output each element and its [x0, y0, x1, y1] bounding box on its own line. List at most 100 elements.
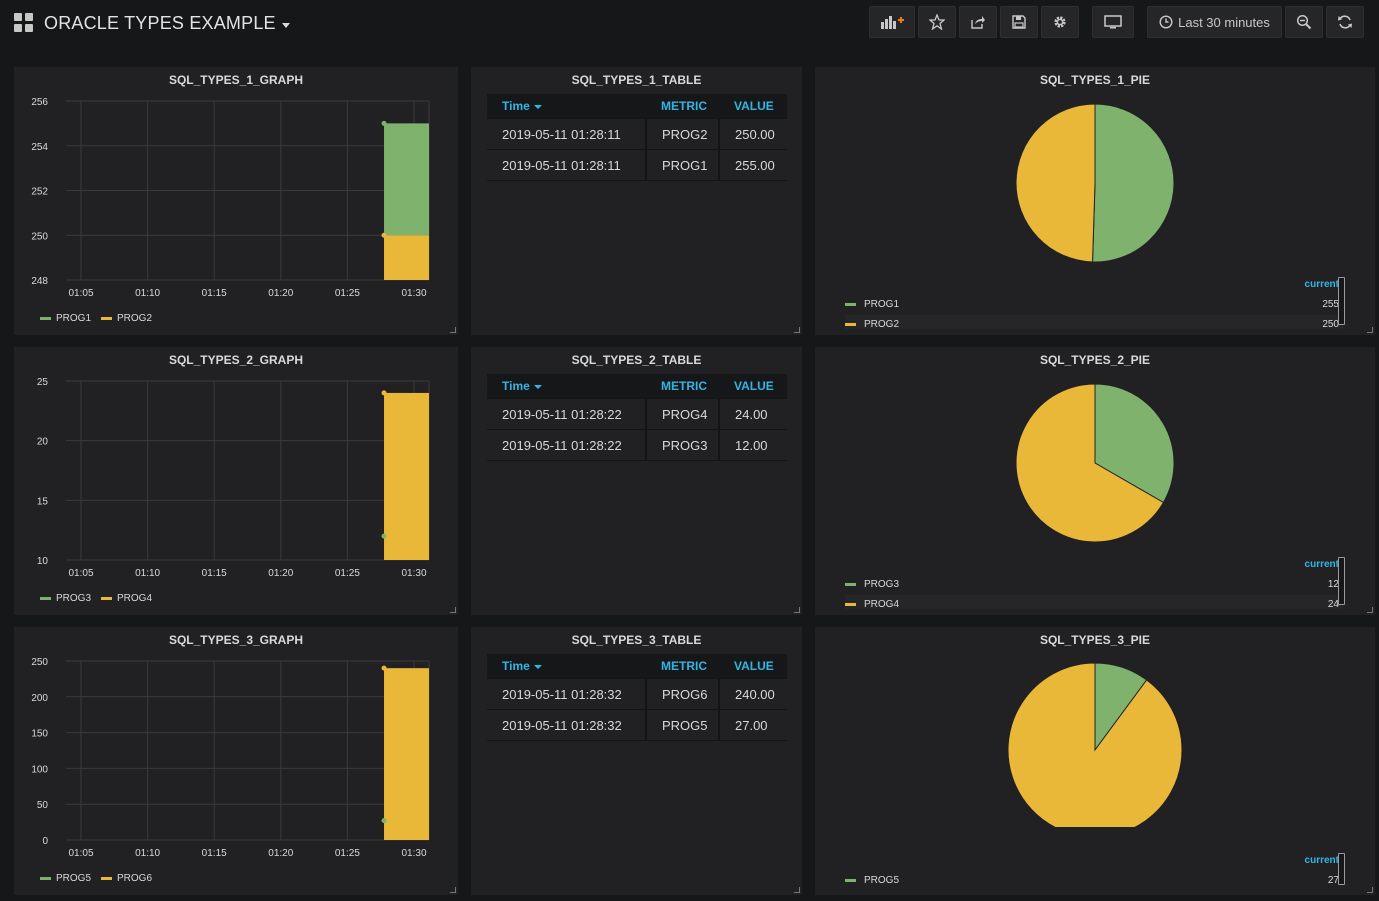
- legend-item[interactable]: PROG3: [56, 593, 92, 604]
- graph-panel[interactable]: SQL_TYPES_3_GRAPH 0 50 100 150 200 250 01:05 01:…: [14, 627, 458, 895]
- column-header-value[interactable]: VALUE: [719, 654, 787, 679]
- table-panel[interactable]: SQL_TYPES_3_TABLE Time METRIC VALUE 2019-05-…: [471, 627, 802, 895]
- y-tick-label: 256: [31, 97, 48, 108]
- zoom-out-button[interactable]: [1285, 6, 1323, 38]
- column-header-time[interactable]: Time: [487, 654, 646, 679]
- table-header-row: Time METRIC VALUE: [487, 374, 787, 399]
- y-tick-label: 150: [31, 729, 48, 740]
- legend-header-current[interactable]: current: [1304, 855, 1339, 866]
- column-header-metric[interactable]: METRIC: [646, 654, 719, 679]
- table-panel[interactable]: SQL_TYPES_1_TABLE Time METRIC VALUE 2019-05-…: [471, 67, 802, 335]
- resize-handle[interactable]: [450, 327, 456, 333]
- pie-slice-prog3[interactable]: [1094, 383, 1175, 504]
- column-header-metric[interactable]: METRIC: [646, 94, 719, 119]
- legend-scrollbar[interactable]: [1338, 557, 1345, 605]
- legend-item[interactable]: PROG4: [117, 593, 153, 604]
- legend-item[interactable]: PROG4 24: [845, 595, 1343, 609]
- panel-title[interactable]: SQL_TYPES_1_GRAPH: [168, 73, 304, 87]
- column-header-value[interactable]: VALUE: [719, 94, 787, 119]
- table-cell: PROG2: [646, 118, 720, 150]
- legend-name: PROG3: [864, 578, 900, 590]
- graph-legend: PROG3 PROG4: [40, 593, 162, 604]
- legend-item[interactable]: PROG5 27: [845, 871, 1343, 889]
- panel-title[interactable]: SQL_TYPES_1_TABLE: [571, 73, 702, 87]
- pie-slice-prog1[interactable]: [1092, 103, 1175, 263]
- legend-value: 255: [1322, 298, 1339, 310]
- resize-handle[interactable]: [794, 887, 800, 893]
- pie-slice-prog6[interactable]: [1007, 662, 1183, 827]
- star-button[interactable]: [918, 6, 956, 38]
- table-cell: 240.00: [719, 678, 787, 710]
- table-cell: 12.00: [719, 429, 787, 461]
- pie-slice-prog4[interactable]: [1015, 383, 1165, 543]
- resize-handle[interactable]: [450, 887, 456, 893]
- table-row: 2019-05-11 01:28:22 PROG4 24.00: [487, 398, 787, 430]
- settings-button[interactable]: [1041, 6, 1079, 38]
- resize-handle[interactable]: [450, 607, 456, 613]
- legend-item[interactable]: PROG6: [117, 873, 153, 884]
- panel-title[interactable]: SQL_TYPES_3_PIE: [1039, 633, 1151, 647]
- add-panel-button[interactable]: [869, 6, 915, 38]
- table-cell: 27.00: [719, 709, 787, 741]
- table-row: 2019-05-11 01:28:32 PROG6 240.00: [487, 678, 787, 710]
- share-button[interactable]: [959, 6, 997, 38]
- series-area-prog4: [384, 392, 429, 560]
- pie-slice-prog2[interactable]: [1015, 103, 1096, 263]
- pie-legend: current PROG3 12 PROG4 24: [845, 559, 1343, 609]
- legend-item[interactable]: PROG5: [56, 873, 92, 884]
- legend-scrollbar[interactable]: [1338, 853, 1345, 885]
- series-area-prog2: [384, 235, 429, 280]
- series-point: [381, 533, 387, 539]
- column-header-label: Time: [502, 379, 530, 393]
- tv-mode-button[interactable]: [1092, 6, 1134, 38]
- resize-handle[interactable]: [794, 607, 800, 613]
- panel-title[interactable]: SQL_TYPES_1_PIE: [1039, 73, 1151, 87]
- legend-item[interactable]: PROG1: [56, 313, 92, 324]
- panel-title[interactable]: SQL_TYPES_3_GRAPH: [168, 633, 304, 647]
- column-header-time[interactable]: Time: [487, 94, 646, 119]
- table-row: 2019-05-11 01:28:11 PROG2 250.00: [487, 118, 787, 150]
- legend-header-current[interactable]: current: [1304, 559, 1339, 570]
- graph-panel[interactable]: SQL_TYPES_1_GRAPH 248 250 252 254 256 01:05 01:…: [14, 67, 458, 335]
- y-tick-label: 254: [31, 142, 48, 153]
- legend-name: PROG4: [864, 598, 900, 610]
- legend-scrollbar[interactable]: [1338, 277, 1345, 325]
- resize-handle[interactable]: [1367, 607, 1373, 613]
- legend-name: PROG1: [864, 298, 900, 310]
- legend-item[interactable]: PROG1 255: [845, 295, 1343, 313]
- legend-item[interactable]: PROG2 250: [845, 315, 1343, 329]
- table-header-row: Time METRIC VALUE: [487, 94, 787, 119]
- table-cell: 2019-05-11 01:28:11: [487, 118, 647, 150]
- x-tick-label: 01:15: [202, 288, 227, 299]
- panel-title[interactable]: SQL_TYPES_2_TABLE: [571, 353, 702, 367]
- graph-panel[interactable]: SQL_TYPES_2_GRAPH 10 15 20 25 01:05 01:10 01:15…: [14, 347, 458, 615]
- resize-handle[interactable]: [794, 327, 800, 333]
- refresh-button[interactable]: [1326, 6, 1364, 38]
- top-navbar: ORACLE TYPES EXAMPLE Last 30 minutes: [0, 0, 1379, 48]
- column-header-value[interactable]: VALUE: [719, 374, 787, 399]
- legend-header-current[interactable]: current: [1304, 279, 1339, 290]
- legend-swatch: [101, 877, 113, 880]
- time-range-picker[interactable]: Last 30 minutes: [1147, 6, 1282, 38]
- legend-value: 12: [1327, 578, 1339, 590]
- panel-title[interactable]: SQL_TYPES_2_GRAPH: [168, 353, 304, 367]
- legend-item[interactable]: PROG2: [117, 313, 153, 324]
- series-point: [381, 818, 387, 824]
- save-button[interactable]: [1000, 6, 1038, 38]
- legend-item[interactable]: PROG3 12: [845, 575, 1343, 593]
- table-panel[interactable]: SQL_TYPES_2_TABLE Time METRIC VALUE 2019-05-…: [471, 347, 802, 615]
- legend-swatch: [40, 597, 51, 600]
- resize-handle[interactable]: [1367, 887, 1373, 893]
- panel-title[interactable]: SQL_TYPES_2_PIE: [1039, 353, 1151, 367]
- panel-title[interactable]: SQL_TYPES_3_TABLE: [571, 633, 702, 647]
- column-header-time[interactable]: Time: [487, 374, 646, 399]
- table-cell: 250.00: [719, 118, 787, 150]
- table-cell: PROG3: [646, 429, 720, 461]
- column-header-metric[interactable]: METRIC: [646, 374, 719, 399]
- resize-handle[interactable]: [1367, 327, 1373, 333]
- series-point: [381, 120, 387, 126]
- dashboard-picker[interactable]: ORACLE TYPES EXAMPLE: [14, 10, 290, 36]
